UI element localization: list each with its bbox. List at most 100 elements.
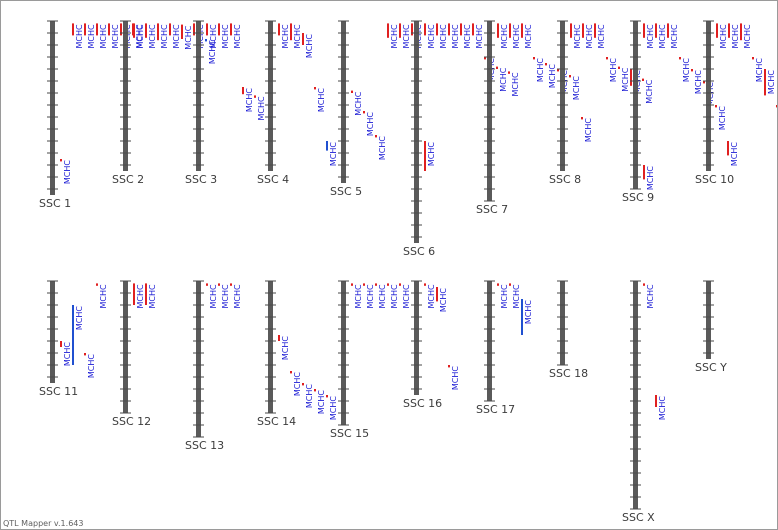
ssc-2-label: SSC 2 — [112, 173, 144, 186]
ssc-9-qtl-interval — [643, 23, 645, 38]
ssc-10-qtl-interval — [728, 23, 730, 38]
ssc-8-qtl-interval — [630, 69, 632, 86]
ssc-4-qtl-label: MCHC — [317, 88, 326, 113]
ssc-15-qtl-label: MCHC — [390, 284, 399, 309]
ssc-15-qtl-interval — [387, 283, 389, 286]
ssc-7-qtl-interval — [533, 57, 535, 60]
ssc-5-qtl-interval — [363, 111, 365, 114]
ssc-16-qtl-label: MCHC — [451, 366, 460, 391]
ssc-9-qtl-label: MCHC — [694, 70, 703, 95]
ssc-13-qtl-interval — [218, 283, 220, 286]
ssc-5-qtl-label: MCHC — [378, 136, 387, 161]
ssc-16-qtl-interval — [436, 287, 438, 302]
version-footer: QTL Mapper v.1.643 — [3, 519, 83, 528]
ssc-10-qtl-label: MCHC — [743, 24, 752, 49]
ssc-6-qtl-interval — [448, 23, 450, 36]
ssc-7-qtl-interval — [581, 117, 583, 120]
ssc-3-qtl-label: MCHC — [221, 24, 230, 49]
ssc-14-qtl-interval — [290, 371, 292, 374]
ssc-1-qtl-label: MCHC — [63, 160, 72, 185]
ssc-5-qtl-interval — [351, 90, 353, 93]
ssc-9-qtl-interval — [667, 23, 669, 38]
ssc-15-qtl-label: MCHC — [378, 284, 387, 309]
ssc-6-qtl-interval — [436, 23, 438, 36]
ssc-x-qtl-label: MCHC — [658, 396, 667, 421]
ssc-8-qtl-interval — [642, 78, 644, 81]
ssc-3-qtl-interval — [218, 23, 220, 36]
ssc-2-qtl-label: MCHC — [184, 25, 193, 50]
ssc-6-qtl-label: MCHC — [475, 24, 484, 49]
ssc-9-qtl-interval — [727, 141, 729, 156]
ssc-15-qtl-label: MCHC — [402, 284, 411, 309]
ssc-9-qtl-interval — [643, 165, 645, 180]
ssc-4-label: SSC 4 — [257, 173, 289, 186]
ssc-9-label: SSC 9 — [622, 191, 654, 204]
ssc-9-qtl-label: MCHC — [670, 24, 679, 49]
ssc-15-qtl-label: MCHC — [366, 284, 375, 309]
ssc-11-qtl-label: MCHC — [87, 354, 96, 379]
ssc-6-qtl-label: MCHC — [427, 142, 436, 167]
ssc-4-qtl-interval — [290, 23, 292, 41]
ssc-14-qtl-label: MCHC — [293, 372, 302, 397]
ssc-10-qtl-label: MCHC — [719, 24, 728, 49]
ssc-8-qtl-interval — [570, 23, 572, 38]
ssc-14-axis — [268, 281, 273, 413]
ssc-7-axis — [487, 21, 492, 201]
ssc-5-qtl-interval — [387, 23, 389, 38]
ssc-5-qtl-label: MCHC — [366, 112, 375, 137]
ssc-16-qtl-interval — [448, 365, 450, 368]
ssc-10-qtl-interval — [716, 23, 718, 38]
ssc-7-qtl-label: MCHC — [500, 24, 509, 49]
ssc-10-qtl-interval — [764, 69, 766, 96]
ssc-17-qtl-label: MCHC — [500, 284, 509, 309]
ssc-6-qtl-label: MCHC — [511, 72, 520, 97]
ssc-12-qtl-interval — [133, 283, 135, 305]
ssc-14-qtl-interval — [314, 389, 316, 392]
ssc-11-label: SSC 11 — [39, 385, 78, 398]
ssc-17-qtl-interval — [521, 299, 523, 335]
ssc-1-qtl-label: MCHC — [87, 24, 96, 49]
ssc-9-qtl-interval — [691, 69, 693, 72]
ssc-7-qtl-interval — [569, 75, 571, 78]
ssc-4-qtl-label: MCHC — [281, 24, 290, 49]
ssc-2-qtl-label: MCHC — [148, 24, 157, 49]
ssc-2-qtl-interval — [181, 24, 183, 39]
ssc-8-qtl-label: MCHC — [645, 79, 654, 104]
ssc-18-axis — [560, 281, 565, 365]
ssc-17-label: SSC 17 — [476, 403, 515, 416]
ssc-3-label: SSC 3 — [185, 173, 217, 186]
ssc-1-qtl-label: MCHC — [75, 24, 84, 49]
ssc-7-qtl-label: MCHC — [572, 76, 581, 101]
ssc-5-label: SSC 5 — [330, 185, 362, 198]
ssc-10-qtl-interval — [776, 105, 777, 108]
ssc-6-qtl-interval — [472, 23, 474, 36]
ssc-7-qtl-interval — [497, 23, 499, 38]
ssc-3-qtl-label: MCHC — [257, 96, 266, 121]
ssc-8-qtl-interval — [582, 23, 584, 38]
ssc-6-label: SSC 6 — [403, 245, 435, 258]
ssc-15-qtl-interval — [399, 283, 401, 286]
ssc-14-qtl-label: MCHC — [329, 396, 338, 421]
ssc-12-qtl-label: MCHC — [136, 284, 145, 309]
ssc-5-qtl-interval — [375, 135, 377, 138]
ssc-10-qtl-label: MCHC — [767, 70, 776, 95]
ssc-1-axis — [50, 21, 55, 195]
ssc-2-qtl-label: MCHC — [136, 24, 145, 49]
ssc-14-qtl-label: MCHC — [317, 390, 326, 415]
ssc-1-qtl-label: MCHC — [135, 24, 144, 49]
ssc-15-label: SSC 15 — [330, 427, 369, 440]
ssc-11-qtl-label: MCHC — [75, 306, 84, 331]
ssc-6-qtl-label: MCHC — [427, 24, 436, 49]
ssc-3-qtl-label: MCHC — [233, 24, 242, 49]
ssc-6-qtl-interval — [496, 66, 498, 69]
ssc-4-qtl-interval — [302, 33, 304, 45]
ssc-6-qtl-label: MCHC — [463, 24, 472, 49]
ssc-16-label: SSC 16 — [403, 397, 442, 410]
ssc-4-axis — [268, 21, 273, 171]
ssc-x-qtl-label: MCHC — [646, 284, 655, 309]
ssc-9-qtl-label: MCHC — [658, 24, 667, 49]
ssc-7-qtl-label: MCHC — [512, 24, 521, 49]
ssc-11-qtl-label: MCHC — [63, 342, 72, 367]
ssc-12-label: SSC 12 — [112, 415, 151, 428]
